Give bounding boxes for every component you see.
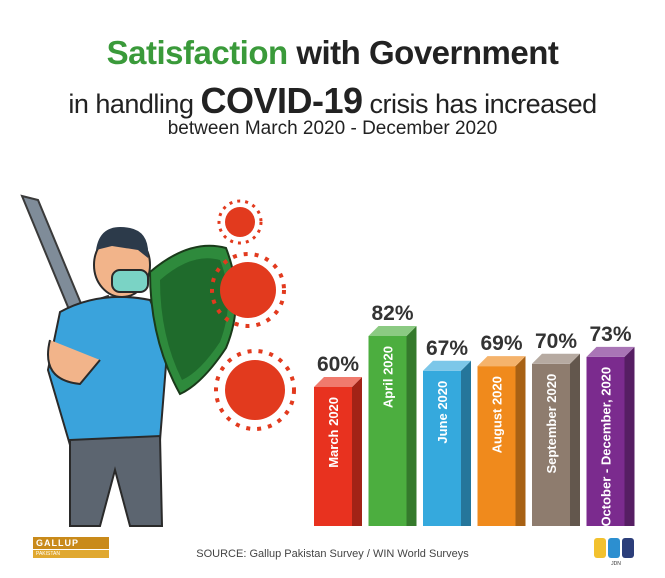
jdn-logo: JDN: [594, 538, 634, 567]
bar-4: 69% August 2020: [477, 332, 526, 526]
bar-category-label-1: March 2020: [326, 397, 341, 468]
gallup-logo-text: GALLUP: [33, 537, 109, 549]
source-note: SOURCE: Gallup Pakistan Survey / WIN Wor…: [196, 548, 469, 560]
jdn-logo-text: JDN: [611, 561, 621, 567]
bar-top-5: [532, 353, 580, 364]
bar-2: 82% April 2020: [368, 302, 417, 526]
bar-value-label-5: 70%: [535, 330, 577, 353]
bar-category-label-4: August 2020: [490, 376, 505, 453]
title-crisis: crisis has increased: [369, 89, 598, 119]
bar-side-6: [624, 346, 635, 526]
title-line-2: in handling COVID-19 crisis has increase…: [0, 80, 665, 122]
bar-category-label-2: April 2020: [381, 346, 396, 408]
bar-5: 70% September 2020: [532, 330, 580, 526]
bar-value-label-3: 67%: [426, 337, 468, 360]
bar-front-4: [477, 366, 516, 526]
shield-icon: [148, 244, 237, 396]
bar-top-2: [368, 326, 417, 336]
bar-value-label-2: 82%: [371, 302, 413, 325]
title-government: Government: [369, 34, 559, 71]
title-satisfaction: Satisfaction: [106, 34, 289, 71]
bar-side-3: [461, 360, 471, 526]
bar-front-1: [314, 386, 352, 526]
bar-top-1: [314, 376, 362, 387]
bar-top-6: [586, 346, 635, 357]
bar-front-5: [532, 363, 570, 526]
gallup-logo: GALLUP PAKISTAN: [33, 537, 109, 565]
virus-icon-3: [214, 349, 296, 431]
title-line-1: Satisfaction with Government: [0, 34, 665, 72]
bar-category-label-6: October - December, 2020: [599, 367, 614, 527]
bar-value-label-6: 73%: [589, 323, 631, 346]
bar-category-label-5: September 2020: [544, 374, 559, 474]
title-line-3: between March 2020 - December 2020: [167, 118, 498, 139]
title-covid: COVID-19: [200, 80, 363, 121]
title-with: with: [296, 34, 361, 71]
bar-side-2: [406, 326, 417, 526]
bars-group: 60% March 2020 82% April 2020 67% June 2020 69…: [314, 302, 635, 527]
bar-3: 67% June 2020: [423, 337, 471, 526]
virus-icon-2: [210, 252, 286, 328]
bar-1: 60% March 2020: [314, 353, 362, 526]
virus-icon-1: [217, 199, 263, 245]
bar-category-label-3: June 2020: [435, 381, 450, 444]
bar-6: 73% October - December, 2020: [586, 323, 635, 527]
bar-value-label-1: 60%: [317, 353, 359, 376]
bar-front-2: [368, 336, 407, 526]
bar-value-label-4: 69%: [480, 332, 522, 355]
person-icon: [46, 226, 170, 527]
gallup-logo-sub: PAKISTAN: [33, 550, 109, 558]
illustration: [20, 194, 296, 527]
bar-front-6: [586, 356, 625, 526]
bar-top-3: [423, 360, 471, 371]
bar-side-4: [515, 356, 526, 526]
title-in-handling: in handling: [68, 89, 194, 119]
bar-side-5: [570, 353, 580, 526]
bar-top-4: [477, 356, 526, 367]
bar-front-3: [423, 370, 461, 526]
bar-side-1: [352, 376, 362, 526]
